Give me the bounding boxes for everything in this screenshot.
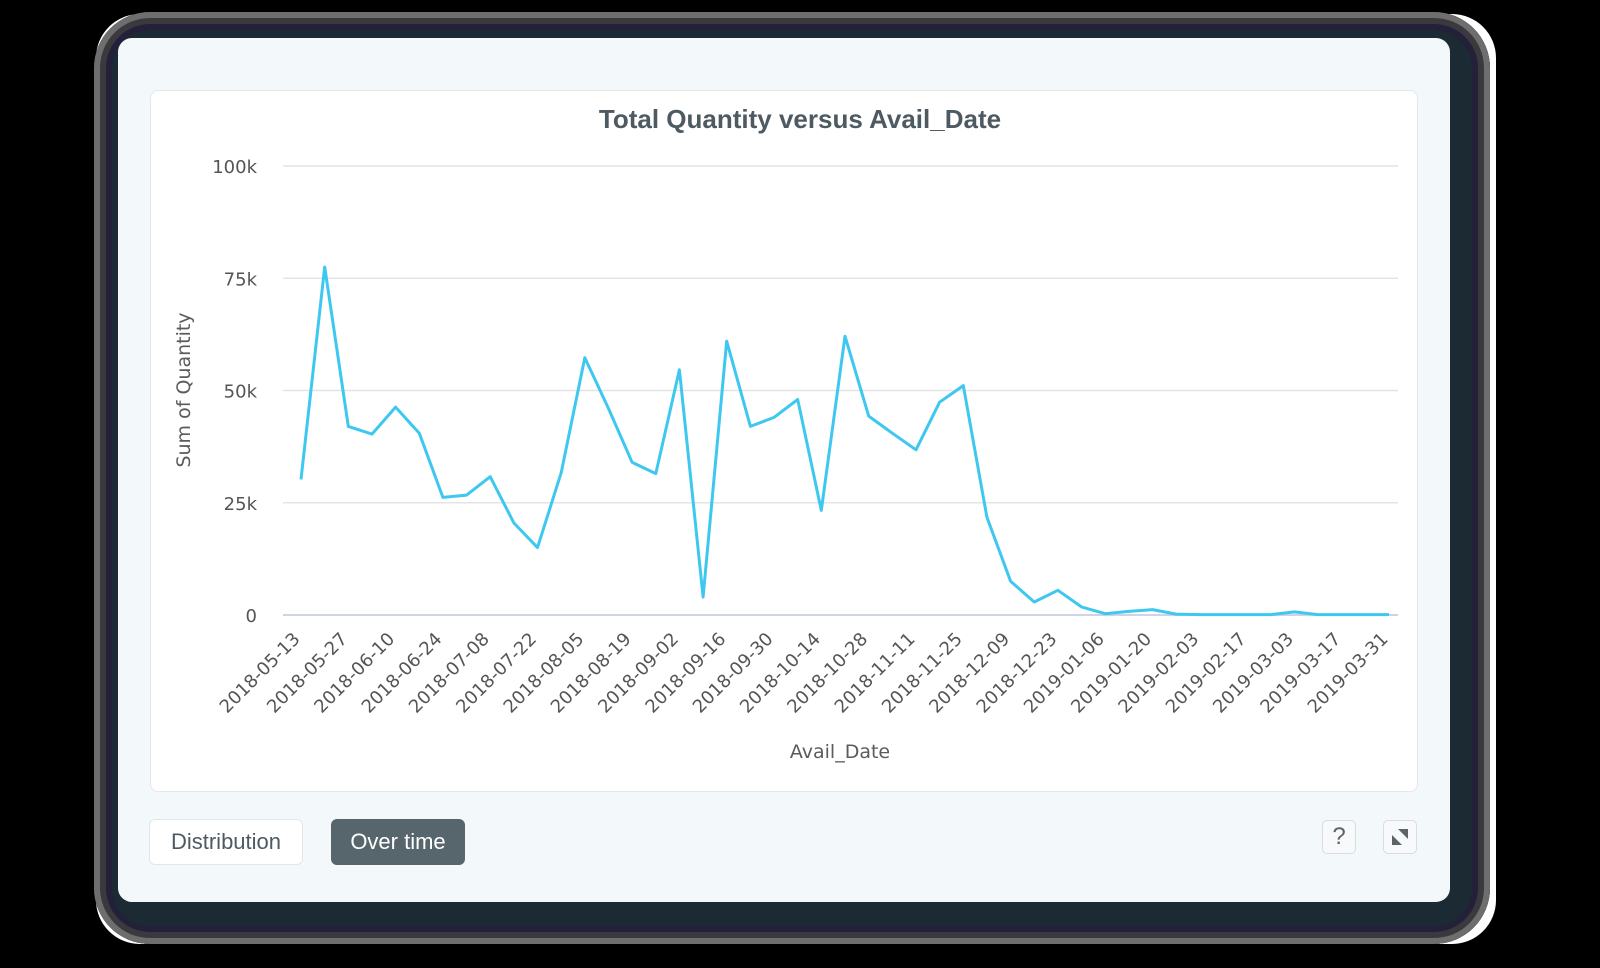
- y-tick-label: 50k: [224, 382, 258, 403]
- distribution-button-label: Distribution: [170, 829, 282, 854]
- series-line: [299, 265, 1389, 617]
- x-axis-label: Avail_Date: [789, 741, 891, 763]
- y-axis-ticks: 0 25k 50k 75k 100k: [212, 157, 257, 627]
- distribution-button[interactable]: Distribution: [149, 819, 303, 865]
- help-button[interactable]: ?: [1322, 820, 1356, 854]
- y-tick-label: 100k: [212, 157, 257, 178]
- y-tick-label: 75k: [224, 269, 258, 290]
- expand-button[interactable]: [1383, 820, 1417, 854]
- x-axis-ticks: 2018-05-132018-05-272018-06-102018-06-24…: [216, 629, 1393, 718]
- question-mark-icon: ?: [1332, 823, 1346, 850]
- over-time-button[interactable]: Over time: [331, 819, 465, 865]
- y-tick-label: 25k: [224, 494, 258, 515]
- expand-icon: [1392, 829, 1408, 845]
- chart-title: Total Quantity versus Avail_Date: [598, 104, 1002, 134]
- gridlines: [283, 165, 1398, 616]
- over-time-button-label: Over time: [350, 829, 446, 854]
- chart-panel: [150, 90, 1418, 792]
- y-axis-label: Sum of Quantity: [173, 312, 195, 468]
- y-tick-label: 0: [246, 606, 257, 627]
